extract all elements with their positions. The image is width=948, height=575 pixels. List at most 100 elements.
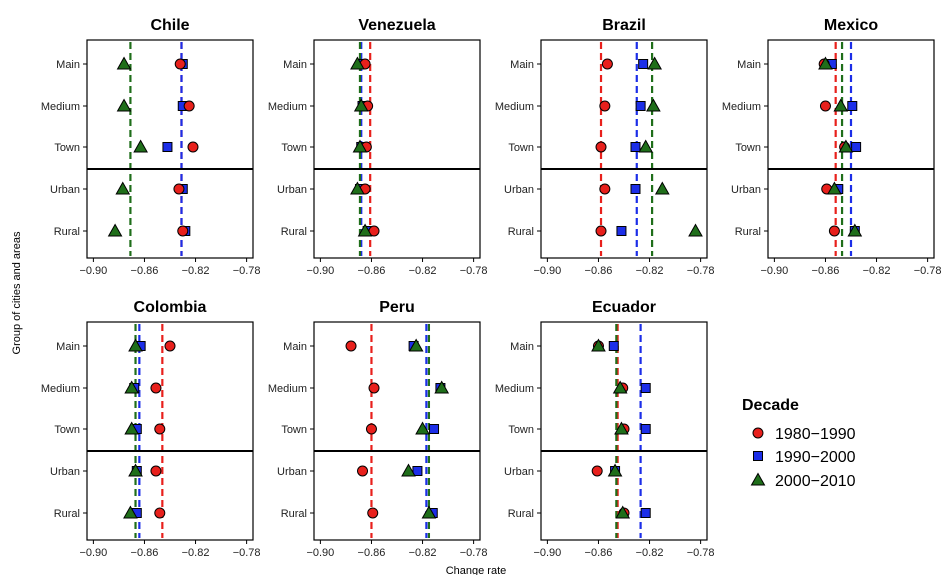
x-tick-label: −0.78 — [687, 265, 715, 277]
point-peru-main-2 — [408, 338, 424, 352]
point-mexico-rural-2 — [847, 223, 863, 237]
point-venezuela-urban-2 — [350, 181, 365, 195]
point-venezuela-rural-2 — [357, 223, 373, 237]
legend-marker-0 — [752, 427, 764, 439]
point-ecuador-medium-2 — [612, 380, 628, 394]
point-peru-medium-0 — [368, 382, 380, 394]
panel-frame — [313, 321, 481, 541]
point-colombia-town-0 — [154, 423, 166, 435]
x-tick-label: −0.82 — [409, 547, 437, 559]
legend-marker-2 — [750, 472, 766, 486]
y-tick-label: Town — [508, 142, 534, 154]
y-tick-label: Urban — [50, 466, 80, 478]
point-colombia-urban-0 — [150, 465, 162, 477]
panel-title: Chile — [150, 17, 189, 34]
point-brazil-medium-1 — [635, 101, 646, 111]
y-tick-label: Main — [510, 59, 534, 71]
panel-frame — [313, 39, 481, 259]
x-tick-label: −0.78 — [460, 265, 488, 277]
panel-frame — [540, 39, 708, 259]
x-tick-label: −0.90 — [79, 547, 107, 559]
y-tick-label: Medium — [268, 101, 307, 113]
point-ecuador-town-2 — [614, 421, 629, 435]
legend-label: 1980−1990 — [775, 426, 856, 443]
panel-frame — [86, 321, 254, 541]
y-tick-label: Main — [283, 59, 307, 71]
panel-title: Brazil — [602, 17, 646, 34]
y-tick-label: Rural — [508, 508, 534, 520]
y-tick-label: Town — [54, 142, 80, 154]
y-tick-label: Urban — [504, 466, 534, 478]
point-peru-town-1 — [429, 424, 440, 434]
y-tick-label: Main — [56, 341, 80, 353]
point-peru-town-2 — [415, 421, 430, 435]
y-tick-label: Rural — [735, 226, 761, 238]
y-tick-label: Urban — [277, 184, 307, 196]
x-tick-label: −0.90 — [760, 265, 788, 277]
y-tick-label: Town — [281, 424, 307, 436]
point-chile-main-0 — [174, 58, 186, 70]
x-tick-label: −0.86 — [358, 547, 386, 559]
panel-chile: Chile Main Medium Town Urban Rural −0.90 −0.86 −… — [41, 17, 261, 277]
point-brazil-rural-1 — [616, 226, 627, 236]
y-tick-label: Medium — [268, 383, 307, 395]
x-tick-label: −0.78 — [687, 547, 715, 559]
point-ecuador-rural-2 — [615, 505, 631, 519]
point-ecuador-medium-1 — [640, 383, 651, 393]
panel-peru: Peru Main Medium Town Urban Rural −0.90 −0.86 −0… — [268, 299, 488, 559]
x-tick-label: −0.82 — [182, 547, 210, 559]
point-mexico-main-2 — [818, 56, 833, 70]
x-tick-label: −0.82 — [182, 265, 210, 277]
y-tick-label: Main — [56, 59, 80, 71]
point-chile-urban-2 — [115, 181, 131, 195]
legend-label: 2000−2010 — [775, 473, 856, 490]
legend-label: 1990−2000 — [775, 449, 856, 466]
y-tick-label: Main — [283, 341, 307, 353]
y-tick-label: Town — [735, 142, 761, 154]
panel-title: Colombia — [134, 299, 207, 316]
panel-mexico: Mexico Main Medium Town Urban Rural −0.90 −0.86… — [722, 17, 942, 277]
point-mexico-medium-1 — [847, 101, 858, 111]
point-colombia-main-2 — [128, 338, 143, 352]
point-colombia-medium-2 — [124, 380, 140, 394]
y-tick-label: Rural — [281, 508, 307, 520]
panel-title: Venezuela — [358, 17, 435, 34]
y-tick-label: Urban — [504, 184, 534, 196]
point-ecuador-main-2 — [591, 338, 606, 352]
point-ecuador-urban-0 — [591, 465, 603, 477]
point-peru-rural-0 — [367, 507, 379, 519]
point-peru-town-0 — [365, 423, 377, 435]
point-brazil-town-1 — [630, 142, 641, 152]
point-ecuador-town-1 — [640, 424, 651, 434]
y-tick-label: Urban — [731, 184, 761, 196]
y-axis-label: Group of cities and areas — [11, 231, 23, 354]
y-tick-label: Medium — [495, 383, 534, 395]
point-chile-rural-2 — [107, 223, 123, 237]
point-peru-main-0 — [345, 340, 357, 352]
panel-colombia: Colombia Main Medium Town Urban Rural −0.90 −0.… — [41, 299, 261, 559]
y-tick-label: Urban — [50, 184, 80, 196]
x-tick-label: −0.90 — [306, 265, 334, 277]
y-tick-label: Town — [54, 424, 80, 436]
point-ecuador-rural-1 — [640, 508, 651, 518]
point-colombia-rural-2 — [123, 505, 138, 519]
point-chile-main-2 — [116, 56, 132, 70]
y-tick-label: Town — [281, 142, 307, 154]
point-brazil-urban-2 — [654, 181, 670, 195]
point-venezuela-town-2 — [352, 139, 368, 153]
legend: Decade 1980−1990 1990−2000 2000−2010 — [742, 397, 856, 490]
point-brazil-urban-1 — [630, 184, 641, 194]
panel-title: Mexico — [824, 17, 878, 34]
x-tick-label: −0.78 — [914, 265, 942, 277]
point-mexico-rural-0 — [828, 225, 840, 237]
panel-title: Peru — [379, 299, 415, 316]
point-colombia-town-2 — [124, 421, 140, 435]
point-brazil-medium-0 — [599, 100, 611, 112]
y-tick-label: Medium — [495, 101, 534, 113]
point-brazil-rural-0 — [595, 225, 607, 237]
point-colombia-rural-0 — [154, 507, 166, 519]
y-tick-label: Rural — [54, 508, 80, 520]
x-tick-label: −0.86 — [131, 547, 159, 559]
point-peru-urban-0 — [357, 465, 369, 477]
